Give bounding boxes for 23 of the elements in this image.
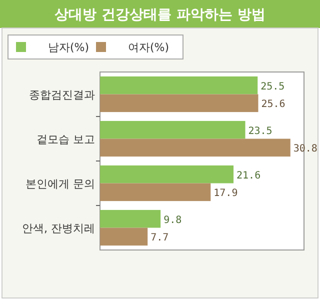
data-label: 25.6 <box>261 99 286 110</box>
data-label: 21.6 <box>236 170 261 182</box>
y-tick-label: 겉모습 보고 <box>36 132 95 146</box>
data-label: 9.8 <box>164 214 182 226</box>
chart-title: 상대방 건강상태를 파악하는 방법 <box>54 7 266 23</box>
y-tick-label: 종합검진결과 <box>29 88 95 102</box>
bar <box>100 228 148 246</box>
data-label: 7.7 <box>150 232 169 244</box>
y-tick-label: 본인에게 문의 <box>26 177 95 190</box>
data-label: 25.5 <box>260 81 285 92</box>
y-tick-label: 안색, 잔병치레 <box>22 222 95 235</box>
data-label: 17.9 <box>214 188 238 200</box>
bar <box>100 94 258 112</box>
bar <box>100 138 290 157</box>
data-label: 30.8 <box>293 144 318 155</box>
bar <box>100 120 246 139</box>
legend-label: 여자(%) <box>128 41 170 54</box>
data-label: 23.5 <box>248 126 272 137</box>
bar <box>100 210 161 228</box>
bar <box>100 76 258 94</box>
bar <box>100 183 211 202</box>
bar <box>100 165 234 184</box>
legend-label: 남자(%) <box>48 41 90 54</box>
